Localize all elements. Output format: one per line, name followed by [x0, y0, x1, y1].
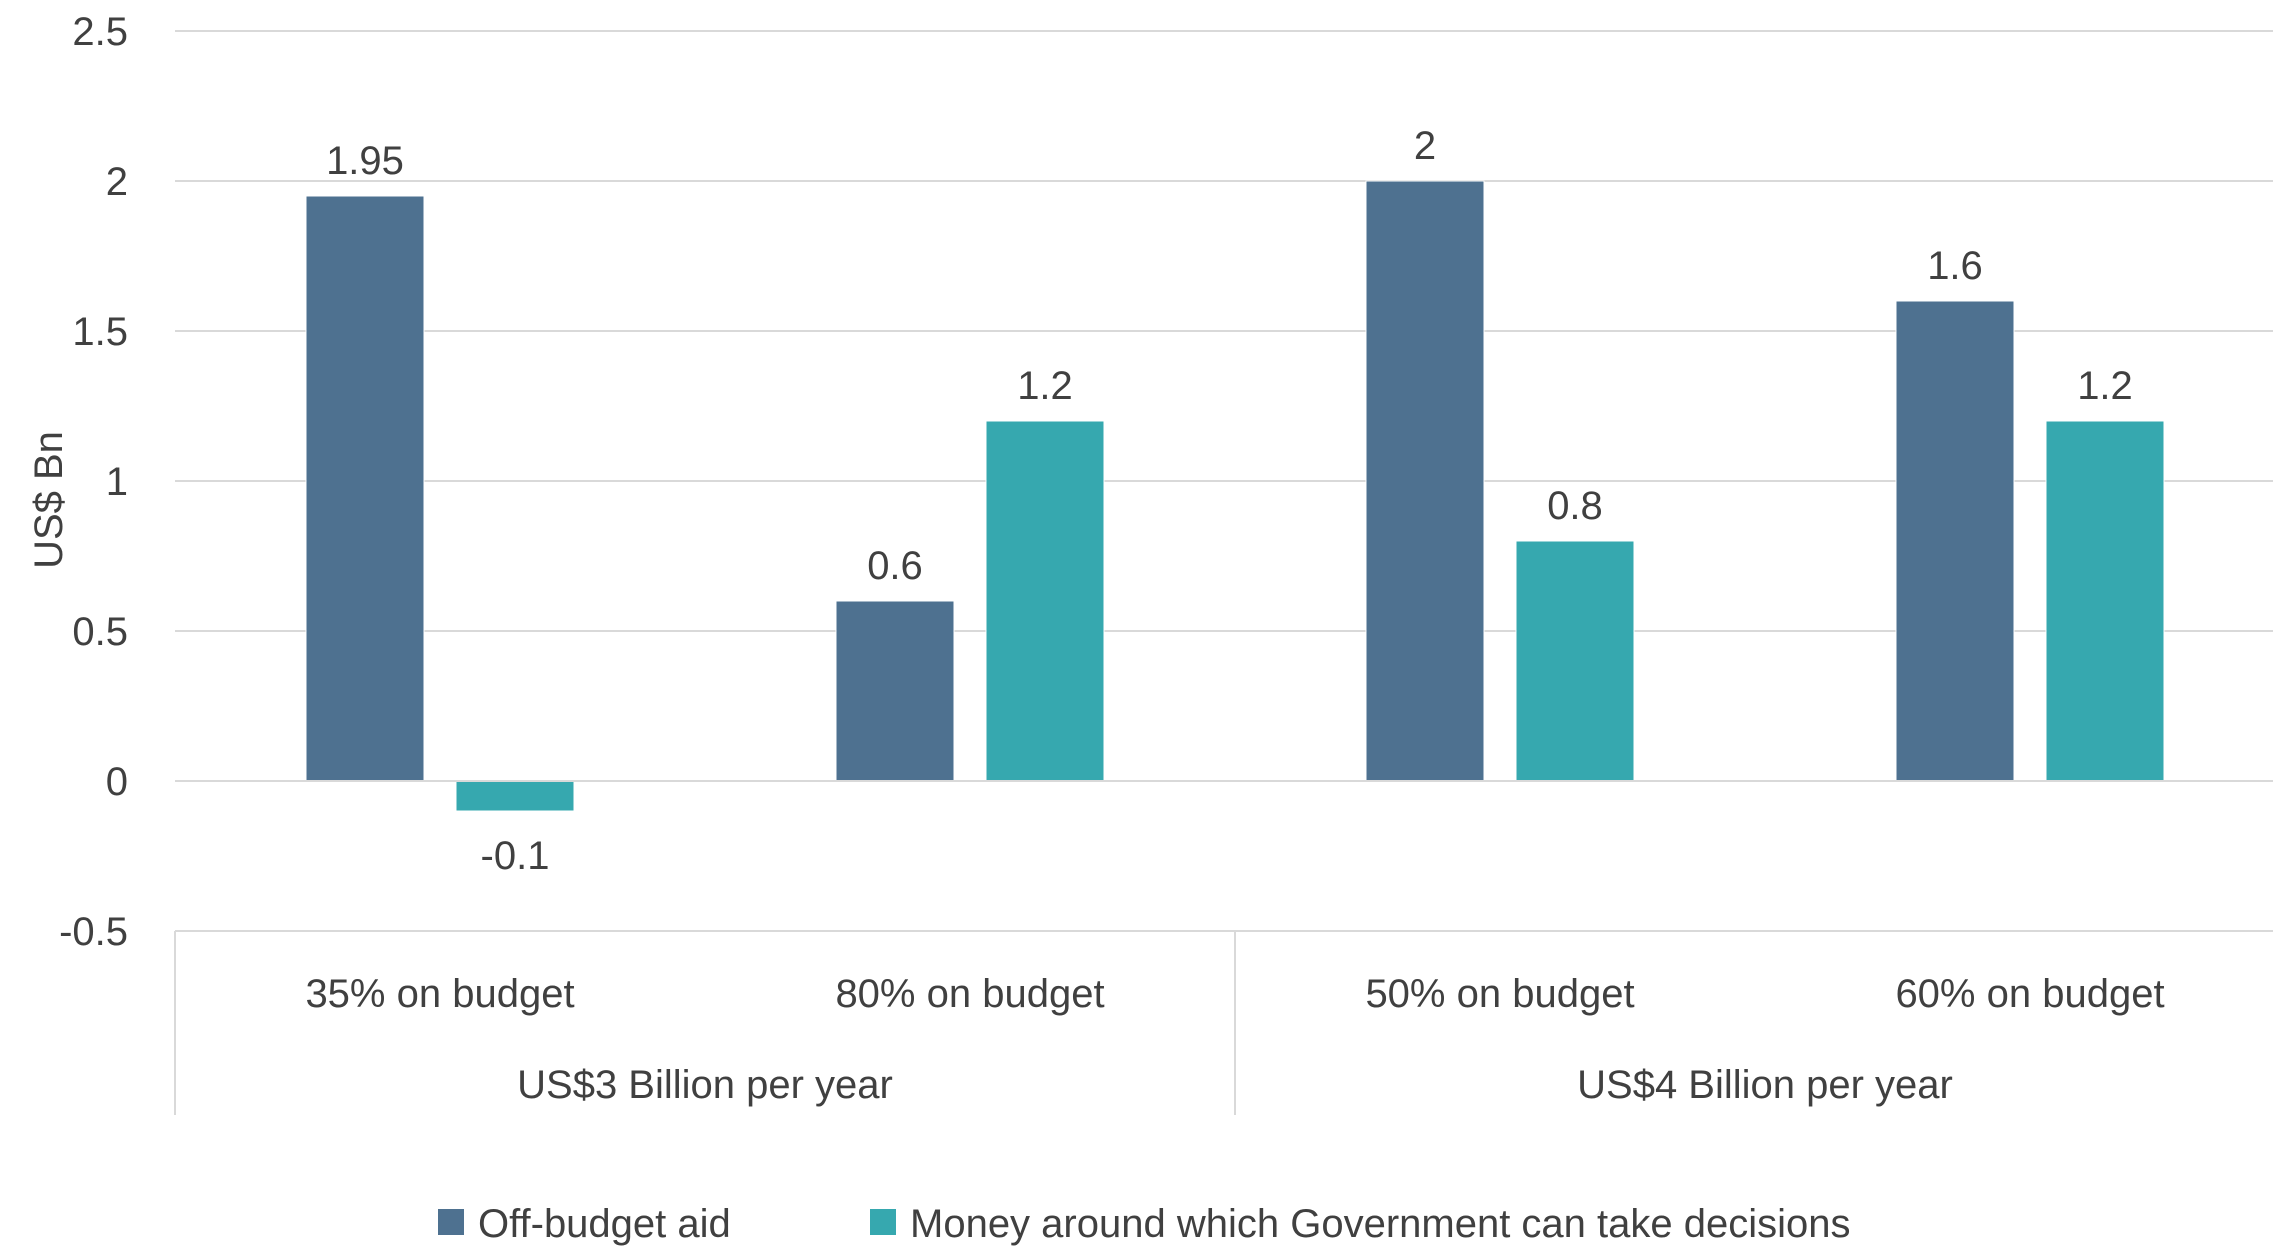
x-group-label: US$4 Billion per year: [1577, 1063, 1953, 1107]
bars: [305, 180, 2165, 812]
data-label: 0.6: [867, 544, 923, 588]
legend-label: Off-budget aid: [478, 1202, 731, 1246]
x-group-label: US$3 Billion per year: [517, 1063, 893, 1107]
bar-1-0: [835, 600, 955, 782]
x-category-label: 80% on budget: [835, 972, 1104, 1016]
bar-2-1: [1515, 540, 1635, 782]
legend: Off-budget aid Money around which Governm…: [438, 1202, 1851, 1246]
y-tick-label: 0.5: [72, 610, 128, 654]
y-tick-label: 1: [106, 460, 128, 504]
data-label: 1.6: [1927, 244, 1983, 288]
data-label: 1.2: [1017, 364, 1073, 408]
x-category-label: 35% on budget: [305, 972, 574, 1016]
bar-1-1: [985, 420, 1105, 782]
x-category-label: 60% on budget: [1895, 972, 2164, 1016]
data-label: -0.1: [481, 834, 550, 878]
y-axis-title: US$ Bn: [27, 431, 71, 569]
bar-0-1: [455, 780, 575, 812]
bar-3-0: [1895, 300, 2015, 782]
y-tick-label: 0: [106, 760, 128, 804]
x-axis-group-labels: US$3 Billion per year US$4 Billion per ye…: [517, 1063, 1953, 1107]
data-label: 1.2: [2077, 364, 2133, 408]
legend-swatch: [870, 1209, 896, 1235]
bar-0-0: [305, 195, 425, 782]
data-label: 2: [1414, 124, 1436, 168]
data-label: 1.95: [326, 139, 404, 183]
y-tick-label: 1.5: [72, 310, 128, 354]
x-axis-category-labels: 35% on budget 80% on budget 50% on budget 6…: [305, 972, 2164, 1016]
data-label: 0.8: [1547, 484, 1603, 528]
y-tick-label: 2.5: [72, 10, 128, 54]
bar-3-1: [2045, 420, 2165, 782]
bar-2-0: [1365, 180, 1485, 782]
x-category-label: 50% on budget: [1365, 972, 1634, 1016]
legend-label: Money around which Government can take d…: [910, 1202, 1851, 1246]
y-axis-tick-labels: -0.5 0 0.5 1 1.5 2 2.5: [59, 10, 128, 954]
y-tick-label: -0.5: [59, 910, 128, 954]
legend-swatch: [438, 1209, 464, 1235]
x-axis: [174, 780, 2273, 1115]
data-labels: 1.95 -0.1 0.6 1.2 2 0.8 1.6 1.2: [326, 124, 2133, 878]
y-tick-label: 2: [106, 160, 128, 204]
